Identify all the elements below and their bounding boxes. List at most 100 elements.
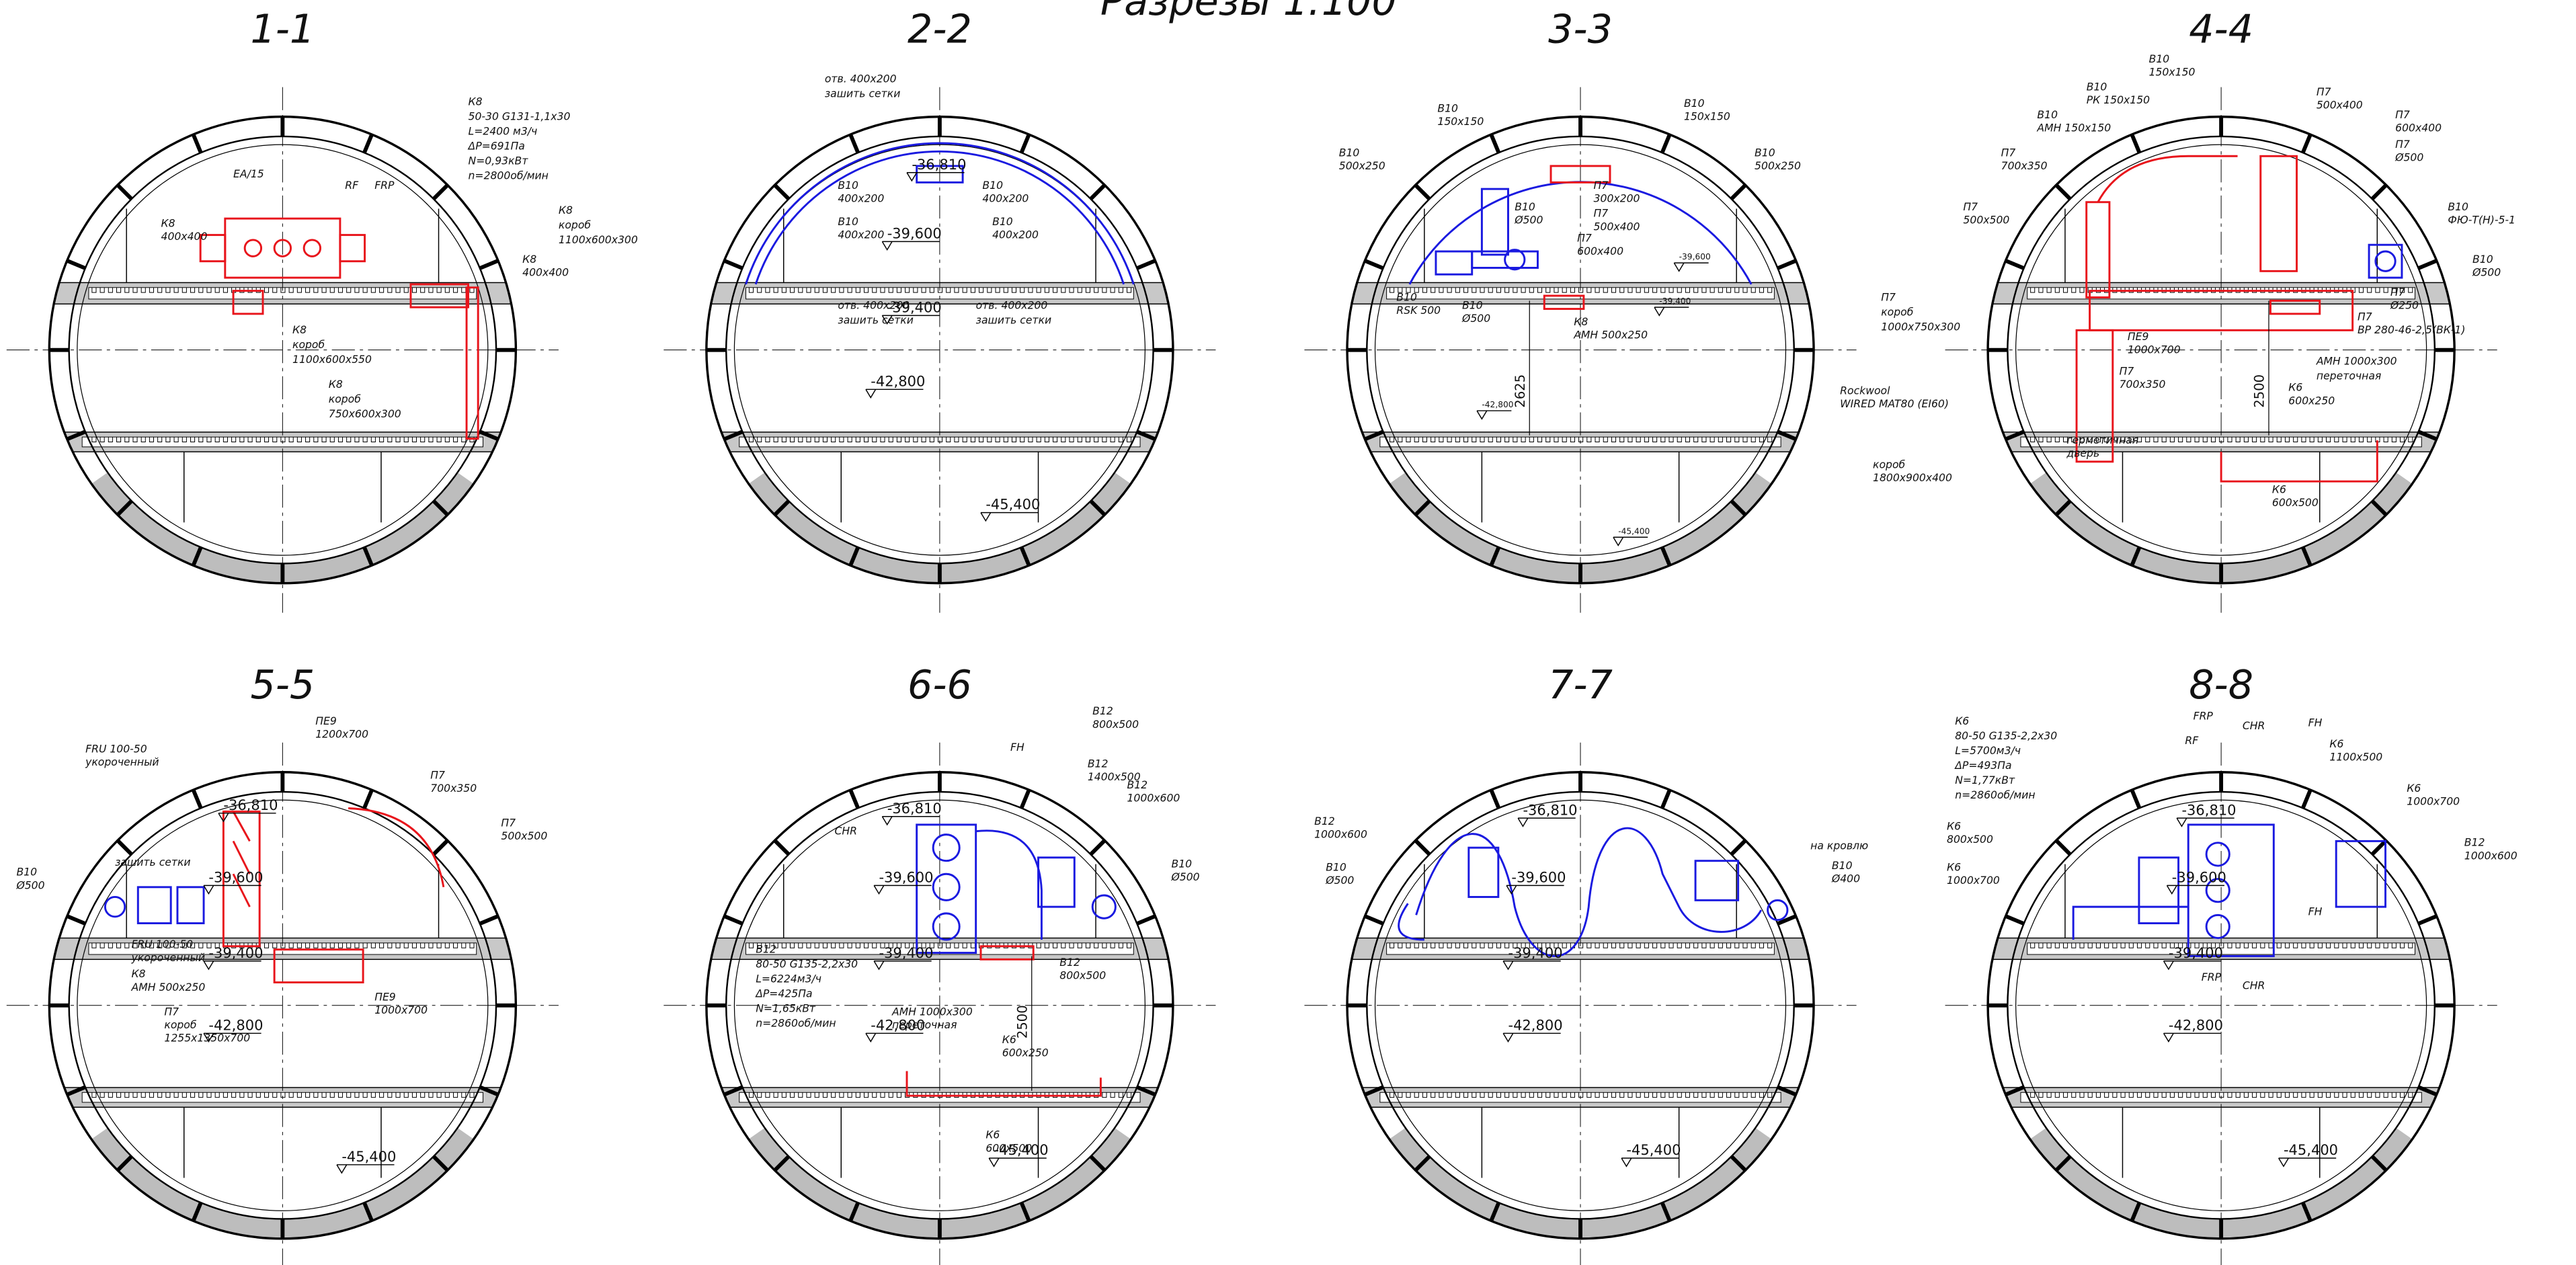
elevation-mark [203, 885, 261, 895]
annotation: 1000x700 [2407, 795, 2460, 808]
annotation: CHR [2243, 719, 2265, 732]
annotation: укороченный [85, 756, 159, 768]
annotation: 500x250 [1755, 159, 1801, 172]
elevation-mark [2278, 1157, 2337, 1168]
annotation: К6 [1947, 860, 1961, 873]
annotation: FRP [374, 179, 395, 192]
duct [1480, 188, 1509, 256]
duct [2138, 856, 2180, 925]
ring-bottom [2029, 1127, 2413, 1239]
annotation: К8 [161, 216, 175, 229]
fan [932, 912, 961, 941]
annotation: 1800x900x400 [1873, 471, 1952, 484]
elevation-mark [1502, 961, 1561, 971]
elevation-mark [336, 1164, 395, 1174]
elevation: -42,800 [1482, 400, 1513, 409]
annotation: В12 [1088, 757, 1109, 770]
annotation: 400x200 [982, 192, 1029, 205]
annotation: 800x500 [1092, 718, 1139, 731]
annotation: В10 [1437, 101, 1458, 114]
elevation-mark [2163, 1032, 2222, 1043]
duct-run [905, 1071, 1102, 1097]
elevation-mark [1654, 307, 1689, 317]
duct [273, 948, 364, 984]
section-title: 6-6 [908, 662, 972, 708]
section-title: 7-7 [1548, 662, 1613, 708]
annotation: В12 [1127, 778, 1148, 791]
elevation: -45,400 [985, 496, 1040, 513]
annotation: N=1,65кВт [756, 1002, 816, 1015]
elevation-mark [1502, 1032, 1561, 1043]
annotation: К8 [469, 95, 483, 108]
annotation: П7 [2395, 108, 2410, 121]
annotation: дверь [2066, 447, 2099, 460]
slab-comb [2030, 942, 2413, 1098]
annotation: К8 [292, 323, 307, 336]
annotation: К6 [985, 1129, 1000, 1141]
duct [2269, 299, 2321, 315]
elevation-mark [881, 241, 940, 251]
duct [2089, 290, 2354, 331]
annotation: 1400x500 [1088, 770, 1141, 783]
annotation: FH [1010, 741, 1024, 753]
ring-bottom [1389, 472, 1772, 583]
annotation: К6 [2272, 483, 2286, 495]
duct [2075, 329, 2114, 463]
ring-bottom [91, 1127, 474, 1239]
duct [979, 945, 1035, 961]
annotation: Ø500 [2394, 151, 2423, 164]
duct-run [1398, 827, 1763, 957]
ring-bottom [748, 472, 1131, 583]
fan [2205, 878, 2230, 903]
fan [2374, 250, 2397, 272]
slab-comb [1390, 942, 1773, 1098]
elevation: -36,810 [2181, 801, 2236, 818]
annotation: ВР 280-46-2,5(ВК-1) [2358, 323, 2466, 336]
annotation: AMH 150x150 [2036, 122, 2111, 134]
duct [1467, 846, 1500, 898]
slab-comb [1390, 287, 1773, 442]
annotation: 400x400 [522, 266, 569, 279]
fan [2205, 913, 2230, 940]
annotation: на кровлю [1810, 840, 1868, 852]
walls [1424, 208, 1737, 523]
annotation: 50-30 G131-1,1x30 [469, 110, 571, 123]
annotation: L=6224м3/ч [756, 973, 821, 985]
elevation-mark [865, 389, 924, 399]
duct-run [2097, 155, 2238, 203]
annotation: П7 [2001, 146, 2016, 159]
walls [126, 208, 440, 523]
duct [1694, 860, 1740, 901]
dimension: 2625 [1513, 374, 1528, 408]
annotation: РК 150x150 [2087, 93, 2150, 106]
annotation: отв. 400x200 [838, 299, 910, 312]
annotation: Ø500 [1325, 874, 1354, 887]
annotation: короб [164, 1018, 196, 1031]
elevation-mark [988, 1157, 1047, 1168]
annotation: ΔP=493Па [1954, 759, 2011, 772]
fan [932, 872, 961, 901]
elevation-mark [881, 815, 940, 826]
annotation: 600x250 [1002, 1047, 1049, 1059]
elevation: -36,810 [1523, 801, 1577, 818]
annotation: 1000x750x300 [1881, 320, 1960, 333]
annotation: герметичная [2066, 434, 2138, 446]
walls [782, 864, 1096, 1178]
section: 8-8 К6 80-50 G135-2,2x30 L=5700м3/ч ΔP=493Па… [1945, 662, 2518, 1265]
annotation: В10 [2448, 200, 2468, 213]
annotation: 1000x600 [2464, 849, 2518, 862]
annotation: 150x150 [2149, 66, 2196, 79]
annotation: К6 [1947, 819, 1961, 832]
annotation: AMH 1000x300 [891, 1005, 973, 1018]
annotation: n=2860об/мин [756, 1017, 836, 1030]
annotation: К6 [2407, 782, 2421, 794]
duct [2368, 243, 2403, 279]
annotation: В10 [982, 179, 1003, 192]
ring-bottom [2029, 472, 2413, 583]
axes [1304, 742, 1857, 1265]
annotation: К6 [2288, 381, 2302, 394]
annotation: FRU 100-50 [132, 938, 194, 950]
fan [1767, 899, 1789, 922]
duct [409, 283, 469, 309]
